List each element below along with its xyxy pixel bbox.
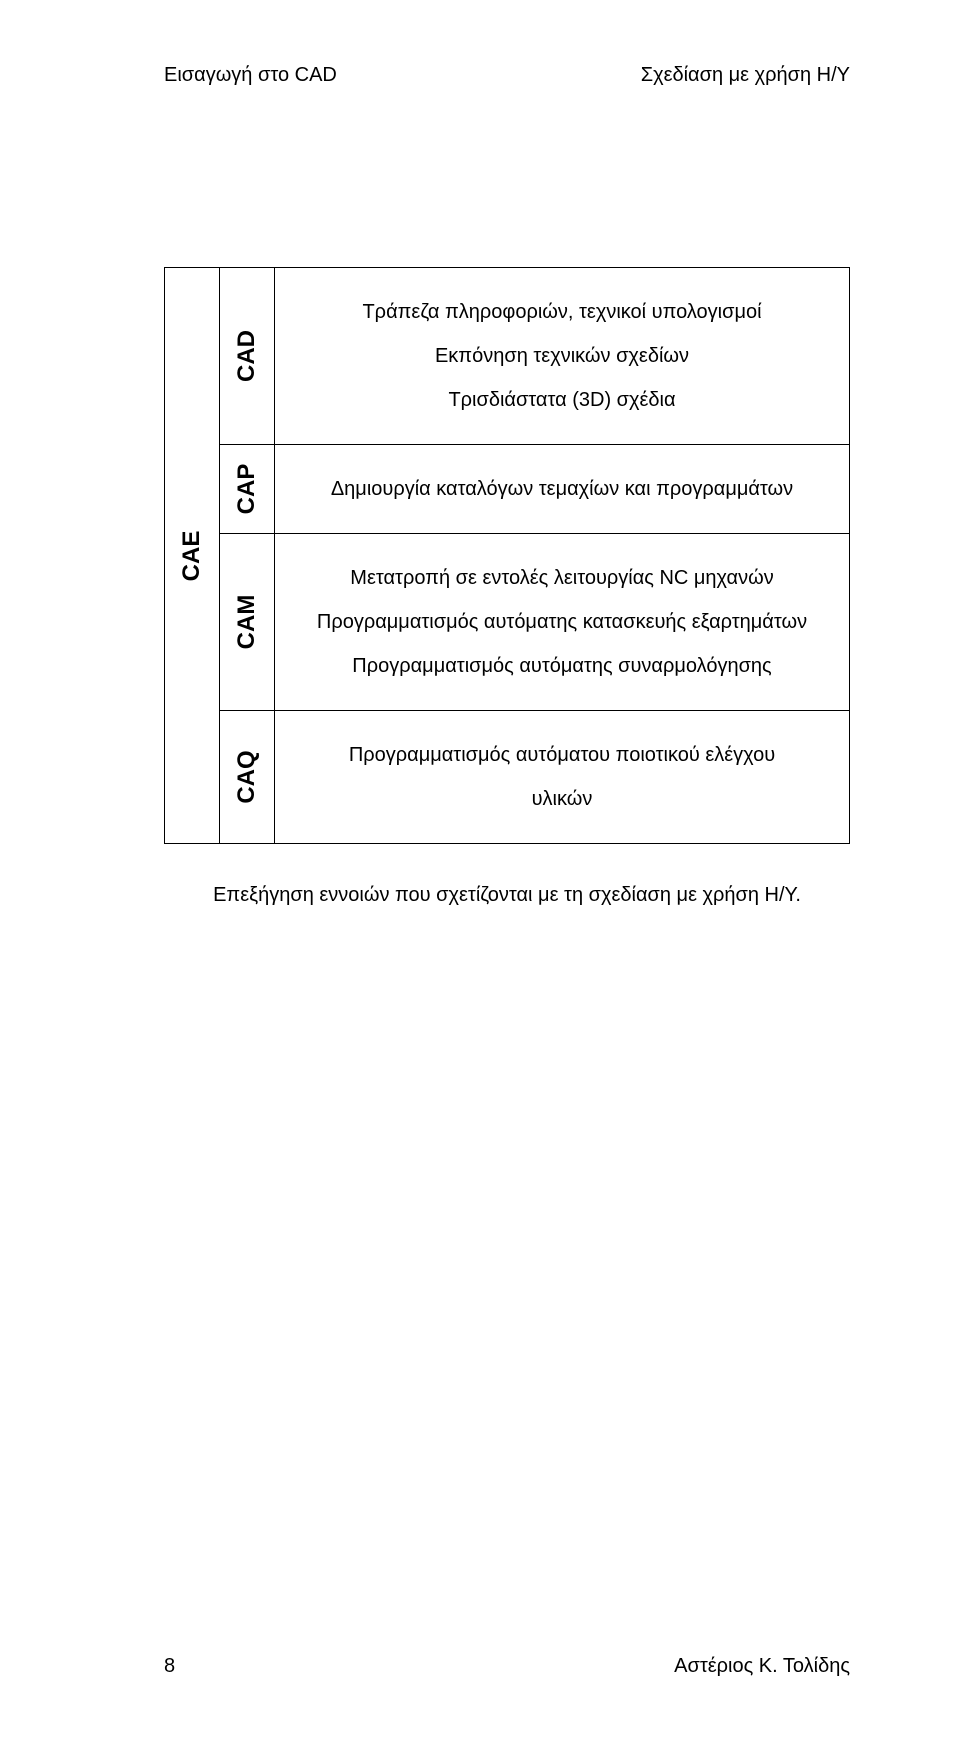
table-caption: Επεξήγηση εννοιών που σχετίζονται με τη … — [164, 884, 850, 907]
content-line: Δημιουργία καταλόγων τεμαχίων και προγρα… — [293, 467, 831, 511]
row-content: Προγραμματισμός αυτόματου ποιοτικού ελέγ… — [275, 711, 849, 843]
content-line: Προγραμματισμός αυτόματου ποιοτικού ελέγ… — [293, 733, 831, 777]
cae-table: CAE CAD Τράπεζα πληροφοριών, τεχνικοί υπ… — [164, 267, 850, 844]
footer-author: Αστέριος Κ. Τολίδης — [674, 1655, 850, 1678]
content-line: Τράπεζα πληροφοριών, τεχνικοί υπολογισμο… — [293, 290, 831, 334]
content-line: Μετατροπή σε εντολές λειτουργίας NC μηχα… — [293, 556, 831, 600]
row-content-cell: Τράπεζα πληροφοριών, τεχνικοί υπολογισμο… — [275, 268, 850, 445]
row-content: Τράπεζα πληροφοριών, τεχνικοί υπολογισμο… — [275, 268, 849, 444]
page: Εισαγωγή στο CAD Σχεδίαση με χρήση Η/Υ C… — [0, 0, 960, 1742]
content-line: υλικών — [293, 777, 831, 821]
page-footer: 8 Αστέριος Κ. Τολίδης — [164, 1655, 850, 1678]
row-label: CAQ — [233, 750, 261, 803]
row-content-cell: Μετατροπή σε εντολές λειτουργίας NC μηχα… — [275, 534, 850, 711]
page-header: Εισαγωγή στο CAD Σχεδίαση με χρήση Η/Υ — [164, 64, 850, 87]
row-label-cell: CAQ — [220, 711, 275, 844]
row-label-cell: CAM — [220, 534, 275, 711]
header-right: Σχεδίαση με χρήση Η/Υ — [641, 64, 850, 87]
header-left: Εισαγωγή στο CAD — [164, 64, 337, 87]
content-line: Προγραμματισμός αυτόματης συναρμολόγησης — [293, 644, 831, 688]
content-line: Εκπόνηση τεχνικών σχεδίων — [293, 334, 831, 378]
row-label-cell: CAD — [220, 268, 275, 445]
row-label: CAD — [233, 330, 261, 382]
row-content: Μετατροπή σε εντολές λειτουργίας NC μηχα… — [275, 534, 849, 710]
outer-label: CAE — [178, 530, 206, 581]
outer-label-cell: CAE — [165, 268, 220, 844]
row-label: CAP — [233, 464, 261, 515]
content-line: Προγραμματισμός αυτόματης κατασκευής εξα… — [293, 600, 831, 644]
row-content: Δημιουργία καταλόγων τεμαχίων και προγρα… — [275, 445, 849, 533]
row-label: CAM — [233, 595, 261, 650]
content-line: Τρισδιάστατα (3D) σχέδια — [293, 378, 831, 422]
row-content-cell: Προγραμματισμός αυτόματου ποιοτικού ελέγ… — [275, 711, 850, 844]
row-label-cell: CAP — [220, 445, 275, 534]
page-number: 8 — [164, 1655, 175, 1678]
row-content-cell: Δημιουργία καταλόγων τεμαχίων και προγρα… — [275, 445, 850, 534]
